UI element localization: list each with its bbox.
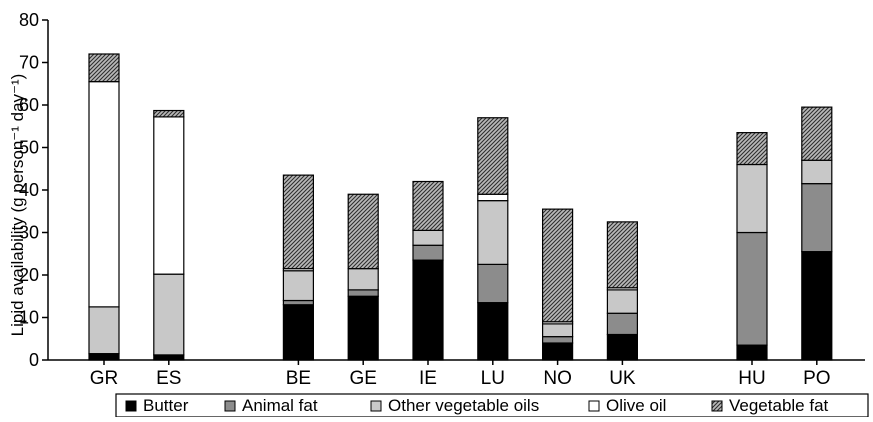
bar-segment-other-vegetable-oils <box>88 306 120 355</box>
bar-segment-butter <box>477 302 509 361</box>
bar-segment-vegetable-fat <box>88 53 120 83</box>
legend-swatch <box>588 400 600 412</box>
legend: Butter Animal fat Other vegetable oils Oliv… <box>115 393 869 418</box>
bar-segment-other-vegetable-oils <box>153 273 185 356</box>
bar-segment-olive-oil <box>153 116 185 275</box>
y-axis: 0 10 20 30 40 50 60 70 80 <box>19 10 49 370</box>
legend-label: Butter <box>143 396 189 415</box>
bar-segment-butter <box>412 259 444 361</box>
legend-swatch <box>125 400 137 412</box>
bar-segment-animal-fat <box>606 312 639 336</box>
legend-item-butter: Butter <box>125 396 189 415</box>
legend-swatch <box>224 400 236 412</box>
x-tick-label: UK <box>609 368 636 389</box>
bar-gr <box>88 53 120 361</box>
legend-swatch <box>370 400 382 412</box>
bar-segment-vegetable-fat <box>801 106 833 161</box>
y-tick-label: 40 <box>19 180 39 200</box>
bar-hu <box>736 132 768 361</box>
bar-segment-animal-fat <box>412 244 444 261</box>
legend-label: Olive oil <box>606 396 666 415</box>
bar-segment-butter <box>801 251 833 361</box>
bar-segment-animal-fat <box>477 263 509 304</box>
bar-segment-other-vegetable-oils <box>541 323 574 338</box>
legend-item-other-vegetable-oils: Other vegetable oils <box>370 396 539 415</box>
y-tick-label: 20 <box>19 265 39 285</box>
y-tick-label: 30 <box>19 223 39 243</box>
bar-no <box>541 208 574 361</box>
bar-segment-other-vegetable-oils <box>606 289 639 314</box>
bar-segment-butter <box>88 353 120 361</box>
bar-segment-vegetable-fat <box>606 221 639 289</box>
bar-segment-butter <box>606 333 639 361</box>
bar-segment-butter <box>347 295 379 361</box>
y-tick-label: 70 <box>19 53 39 73</box>
bar-segment-vegetable-fat <box>153 109 185 118</box>
bar-segment-other-vegetable-oils <box>412 229 444 246</box>
x-axis: GR ES BE GE IE LU NO UK HU PO <box>48 359 865 389</box>
bar-segment-vegetable-fat <box>541 208 574 323</box>
bar-segment-vegetable-fat <box>347 193 379 270</box>
bar-lu <box>477 117 509 361</box>
bar-segment-vegetable-fat <box>736 132 768 166</box>
y-tick-label: 0 <box>29 350 39 370</box>
legend-label: Animal fat <box>242 396 318 415</box>
bar-segment-animal-fat <box>282 299 314 306</box>
bar-be <box>282 174 314 361</box>
bar-segment-other-vegetable-oils <box>477 200 509 265</box>
x-tick-label: HU <box>738 368 765 389</box>
x-tick-label: ES <box>156 368 181 389</box>
x-tick-label: GR <box>90 368 119 389</box>
bar-segment-animal-fat <box>347 289 379 297</box>
bar-segment-vegetable-fat <box>412 180 444 231</box>
bar-segment-vegetable-fat <box>477 117 509 195</box>
legend-swatch <box>711 400 723 412</box>
bar-ge <box>347 193 379 361</box>
legend-label: Vegetable fat <box>729 396 829 415</box>
bar-uk <box>606 221 639 361</box>
legend-item-olive-oil: Olive oil <box>588 396 666 415</box>
bar-segment-butter <box>282 304 314 361</box>
legend-item-animal-fat: Animal fat <box>224 396 318 415</box>
bar-segment-butter <box>541 342 574 361</box>
bar-segment-animal-fat <box>801 183 833 253</box>
bar-segment-other-vegetable-oils <box>801 159 833 185</box>
y-tick-label: 80 <box>19 10 39 30</box>
y-tick-label: 50 <box>19 138 39 158</box>
bar-segment-butter <box>153 354 185 361</box>
bar-segment-butter <box>736 344 768 361</box>
y-axis-label: Lipid availability (g person⁻¹ day⁻¹) <box>8 74 27 337</box>
legend-item-vegetable-fat: Vegetable fat <box>711 396 829 415</box>
bar-segment-animal-fat <box>541 336 574 344</box>
y-tick-label: 10 <box>19 308 39 328</box>
bar-segment-olive-oil <box>88 81 120 308</box>
bar-segment-animal-fat <box>736 231 768 346</box>
bar-es <box>153 109 185 361</box>
bar-segment-vegetable-fat <box>282 174 314 270</box>
bar-segment-other-vegetable-oils <box>736 163 768 234</box>
y-tick-label: 60 <box>19 95 39 115</box>
bar-segment-other-vegetable-oils <box>347 268 379 291</box>
x-tick-label: BE <box>286 368 311 389</box>
bars-group <box>88 53 833 361</box>
x-tick-label: GE <box>349 368 376 389</box>
bar-segment-other-vegetable-oils <box>282 270 314 302</box>
x-tick-label: NO <box>543 368 572 389</box>
bar-po <box>801 106 833 361</box>
bar-segment-olive-oil <box>477 193 509 202</box>
x-tick-label: LU <box>481 368 505 389</box>
legend-label: Other vegetable oils <box>388 396 539 415</box>
x-tick-label: PO <box>803 368 830 389</box>
bar-ie <box>412 180 444 361</box>
x-tick-label: IE <box>419 368 437 389</box>
